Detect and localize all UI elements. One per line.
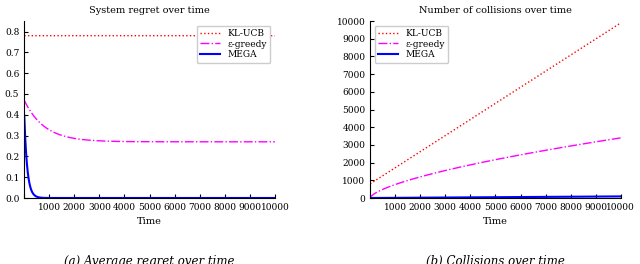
MEGA [218,196,225,200]
KL-UCB [264,34,271,37]
KL-UCB [617,21,625,25]
MEGA [366,196,374,200]
MEGA [264,196,271,200]
KL-UCB [481,108,489,111]
KL-UCB [379,174,387,177]
ε-greedy [271,140,278,143]
MEGA [33,195,41,199]
MEGA [264,196,271,200]
ε-greedy [264,140,271,143]
KL-UCB [610,26,618,29]
X-axis label: Time: Time [483,218,508,227]
Text: (a) Average regret over time: (a) Average regret over time [64,254,235,264]
Line: MEGA: MEGA [370,196,621,198]
MEGA [488,196,496,199]
ε-greedy [617,136,625,139]
ε-greedy [264,140,271,143]
MEGA [610,195,618,198]
KL-UCB [136,34,143,37]
MEGA [20,114,28,117]
ε-greedy [610,138,618,141]
Line: MEGA: MEGA [24,115,275,198]
MEGA [379,196,387,200]
Line: KL-UCB: KL-UCB [370,23,621,184]
KL-UCB [271,34,278,37]
Line: ε-greedy: ε-greedy [370,138,621,198]
X-axis label: Time: Time [137,218,162,227]
KL-UCB [142,34,150,37]
ε-greedy [564,145,572,148]
Line: ε-greedy: ε-greedy [24,100,275,142]
KL-UCB [564,55,572,59]
ε-greedy [366,196,374,199]
KL-UCB [488,104,496,107]
KL-UCB [20,34,28,37]
ε-greedy [488,159,496,162]
Title: Number of collisions over time: Number of collisions over time [419,6,572,15]
MEGA [142,196,150,200]
MEGA [617,195,625,198]
KL-UCB [264,34,271,37]
KL-UCB [609,26,617,29]
ε-greedy [481,160,489,163]
KL-UCB [366,182,374,185]
MEGA [271,196,278,200]
KL-UCB [218,34,225,37]
Legend: KL-UCB, ε-greedy, MEGA: KL-UCB, ε-greedy, MEGA [196,26,270,63]
ε-greedy [379,188,387,191]
MEGA [481,196,489,199]
MEGA [609,195,617,198]
ε-greedy [20,99,28,102]
MEGA [136,196,143,200]
ε-greedy [33,118,41,121]
Text: (b) Collisions over time: (b) Collisions over time [426,254,565,264]
KL-UCB [33,34,41,37]
ε-greedy [142,140,150,143]
ε-greedy [609,138,617,141]
Title: System regret over time: System regret over time [89,6,210,15]
MEGA [564,195,572,198]
ε-greedy [218,140,225,143]
ε-greedy [136,140,143,143]
Legend: KL-UCB, ε-greedy, MEGA: KL-UCB, ε-greedy, MEGA [374,26,449,63]
